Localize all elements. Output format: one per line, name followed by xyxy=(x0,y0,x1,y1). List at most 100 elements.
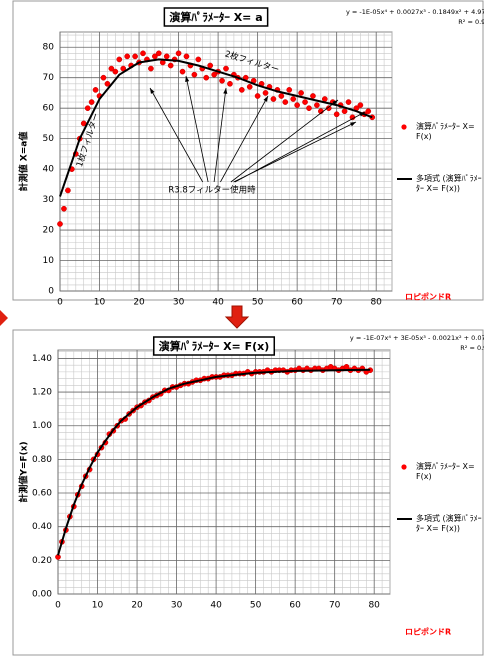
data-point xyxy=(148,65,154,72)
data-point xyxy=(325,105,332,112)
x-tick-label: 70 xyxy=(329,601,341,611)
data-point xyxy=(286,87,293,93)
data-point xyxy=(108,65,115,72)
annotation: R3.8フィルター使用時 xyxy=(168,185,256,196)
y-tick-label: 0.60 xyxy=(32,489,52,499)
annotation-arrow xyxy=(149,87,204,183)
x-tick-label: 30 xyxy=(173,298,185,308)
x-tick-label: 60 xyxy=(289,601,301,611)
data-point xyxy=(175,50,182,57)
data-point xyxy=(84,105,91,112)
y-tick-label: 10 xyxy=(43,256,55,266)
x-tick-label: 10 xyxy=(94,298,106,308)
data-point xyxy=(314,102,320,108)
annotation-arrow xyxy=(185,75,209,183)
data-point xyxy=(203,74,210,81)
data-point xyxy=(270,96,277,102)
data-point xyxy=(310,93,316,99)
legend-label: 演算ﾊﾟﾗﾒｰﾀｰ X= F(x) xyxy=(416,122,475,141)
data-point xyxy=(163,53,170,60)
x-tick-label: 10 xyxy=(92,601,104,611)
data-point xyxy=(61,205,67,212)
x-axis-label: ロピポンドR xyxy=(405,627,451,637)
x-tick-label: 60 xyxy=(291,298,303,308)
data-point xyxy=(219,77,225,84)
annotation-arrow xyxy=(233,121,357,183)
chart-title: 演算ﾊﾟﾗﾒｰﾀｰ X= F(x) xyxy=(159,339,270,353)
data-point xyxy=(155,50,162,57)
y-tick-label: 0.20 xyxy=(32,556,52,566)
data-point xyxy=(223,65,229,72)
y-tick-label: 20 xyxy=(43,226,55,236)
data-point xyxy=(88,99,95,105)
y-tick-label: 1.20 xyxy=(32,388,52,398)
data-point xyxy=(290,96,297,102)
data-point xyxy=(195,56,202,63)
trend-line xyxy=(59,58,373,197)
side-arrow xyxy=(0,310,8,326)
data-point xyxy=(179,68,186,75)
data-point xyxy=(345,99,352,105)
legend-label: 多項式 (演算ﾊﾟﾗﾒｰﾀｰ X= F(x)) xyxy=(416,174,482,193)
y-axis-label: 計測値 X=a値 xyxy=(18,132,30,192)
x-tick-label: 80 xyxy=(370,298,382,308)
legend-label: 演算ﾊﾟﾗﾒｰﾀｰ X= F(x) xyxy=(416,462,475,481)
trend-equation: y = -1E-05x⁴ + 0.0027x³ - 0.1849x² + 4.9… xyxy=(346,8,484,16)
data-point xyxy=(100,74,107,81)
data-point xyxy=(183,53,190,60)
x-tick-label: 40 xyxy=(210,601,222,611)
data-point xyxy=(124,53,131,60)
y-tick-label: 50 xyxy=(43,134,55,144)
y-tick-label: 0.40 xyxy=(32,522,52,532)
trend-equation: R² = 0.9275 xyxy=(458,18,484,26)
data-point xyxy=(321,96,328,102)
x-tick-label: 50 xyxy=(252,298,264,308)
x-tick-label: 0 xyxy=(55,601,61,611)
data-point xyxy=(262,90,269,96)
y-tick-label: 0.00 xyxy=(32,590,52,600)
legend-label: 多項式 (演算ﾊﾟﾗﾒｰﾀｰ X= F(x)) xyxy=(416,514,482,533)
y-tick-label: 1.00 xyxy=(32,421,52,431)
y-tick-label: 80 xyxy=(43,43,55,53)
trend-line xyxy=(57,368,371,556)
data-point xyxy=(57,221,63,227)
x-tick-label: 80 xyxy=(368,601,380,611)
data-point xyxy=(357,102,364,108)
annotation-arrow xyxy=(213,87,227,183)
y-tick-label: 0 xyxy=(48,287,54,297)
data-point xyxy=(167,62,174,69)
arrow-head xyxy=(150,88,155,94)
data-point xyxy=(65,187,71,194)
arrow-head xyxy=(185,76,190,82)
data-point xyxy=(116,56,123,63)
chart-title: 演算ﾊﾟﾗﾒｰﾀｰ X= a xyxy=(169,10,262,24)
data-point xyxy=(104,80,111,87)
annotation-arrow xyxy=(220,95,269,183)
x-tick-label: 70 xyxy=(331,298,343,308)
data-point xyxy=(278,93,285,99)
arrow-head xyxy=(350,122,356,127)
y-tick-label: 40 xyxy=(43,165,55,175)
x-tick-label: 20 xyxy=(133,298,145,308)
y-tick-label: 0.80 xyxy=(32,455,52,465)
data-point xyxy=(140,50,146,57)
data-point xyxy=(254,93,261,99)
y-tick-label: 70 xyxy=(43,73,55,83)
data-point xyxy=(282,99,289,105)
data-point xyxy=(302,99,308,105)
legend-marker xyxy=(401,464,407,470)
data-point xyxy=(246,83,253,90)
data-point xyxy=(227,80,233,87)
y-tick-label: 1.40 xyxy=(32,354,52,364)
x-axis-label: ロピポンドR xyxy=(405,292,451,302)
data-point xyxy=(211,71,217,78)
title-box xyxy=(152,336,276,356)
x-tick-label: 30 xyxy=(171,601,183,611)
data-point xyxy=(92,87,99,93)
annotation-arrow xyxy=(230,99,339,183)
x-tick-label: 50 xyxy=(250,601,262,611)
data-point xyxy=(132,53,138,60)
data-point xyxy=(294,102,300,108)
